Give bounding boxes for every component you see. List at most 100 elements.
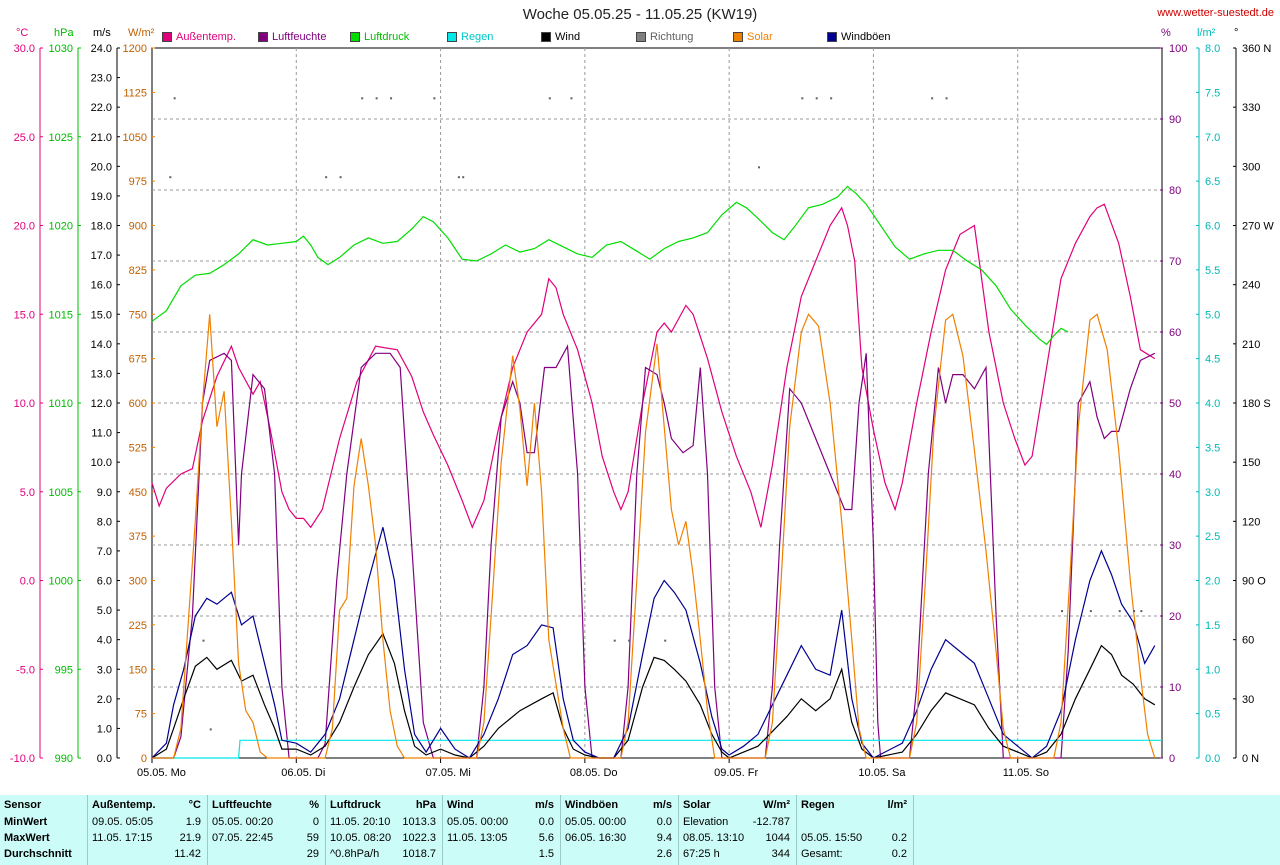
direction-dot bbox=[375, 97, 378, 100]
wind-tick-label: 7.0 bbox=[97, 546, 112, 558]
rain-tick-label: 3.5 bbox=[1205, 442, 1220, 454]
stats-row: 07.05. 22:45 59 bbox=[212, 832, 319, 846]
stats-label: 11.05. 13:05 bbox=[447, 832, 508, 844]
temp-tick-label: 20.0 bbox=[14, 221, 35, 233]
stats-row: 05.05. 00:00 0.0 bbox=[565, 816, 672, 830]
wind-tick-label: 5.0 bbox=[97, 605, 112, 617]
weekly-chart: 05.05. Mo 06.05. Di 07.05. Mi 08.05. Do 09.0… bbox=[10, 27, 1274, 779]
legend-label: Luftdruck bbox=[364, 31, 410, 43]
humidity-tick-label: 20 bbox=[1169, 611, 1181, 623]
stats-row: 11.42 bbox=[92, 848, 201, 862]
wind-unit-label: m/s bbox=[93, 27, 111, 39]
rain-tick-label: 4.5 bbox=[1205, 354, 1220, 366]
stats-column-header: Außentemp. °C bbox=[92, 799, 201, 811]
rain-tick-label: 2.5 bbox=[1205, 531, 1220, 543]
legend-item: Luftfeuchte bbox=[258, 31, 326, 43]
stats-column: Luftdruck hPa 11.05. 20:10 1013.3 10.05. 08:… bbox=[326, 795, 443, 865]
direction-dot bbox=[202, 639, 205, 642]
rain-tick-label: 0.0 bbox=[1205, 753, 1220, 765]
direction-tick-label: 120 bbox=[1242, 516, 1260, 528]
stats-row: 06.05. 16:30 9.4 bbox=[565, 832, 672, 846]
stats-column-header: Windböen m/s bbox=[565, 799, 672, 811]
stats-value: 0.0 bbox=[538, 816, 554, 828]
legend-swatch bbox=[447, 32, 457, 42]
stats-value: 59 bbox=[306, 832, 319, 844]
wind-tick-label: 24.0 bbox=[91, 43, 112, 55]
legend-item: Solar bbox=[733, 31, 773, 43]
humidity-unit-label: % bbox=[1161, 27, 1171, 39]
stats-column-header: Solar W/m² bbox=[683, 799, 790, 811]
solar-tick-label: 150 bbox=[129, 664, 147, 676]
stats-column-header: Regen l/m² bbox=[801, 799, 907, 811]
rain-tick-label: 1.0 bbox=[1205, 664, 1220, 676]
stats-label: ^0.8hPa/h bbox=[330, 848, 380, 860]
rain-tick-label: 2.0 bbox=[1205, 576, 1220, 588]
direction-tick-label: 240 bbox=[1242, 280, 1260, 292]
rain-tick-label: 8.0 bbox=[1205, 43, 1220, 55]
humidity-tick-label: 40 bbox=[1169, 469, 1181, 481]
temp-tick-label: 15.0 bbox=[14, 309, 35, 321]
stats-value: 0.2 bbox=[891, 848, 907, 860]
stats-value: -12.787 bbox=[752, 816, 790, 828]
stats-row: 05.05. 15:50 0.2 bbox=[801, 832, 907, 846]
legend-swatch bbox=[258, 32, 268, 42]
wind-tick-label: 18.0 bbox=[91, 221, 112, 233]
legend-label: Außentemp. bbox=[176, 31, 236, 43]
stats-column: Luftfeuchte% 05.05. 00:20 0 07.05. 22:45 59 2… bbox=[208, 795, 326, 865]
stats-column: Solar W/m² Elevation -12.787 08.05. 13:10 104… bbox=[679, 795, 797, 865]
wind-tick-label: 4.0 bbox=[97, 635, 112, 647]
humidity-tick-label: 90 bbox=[1169, 114, 1181, 126]
legend-label: Regen bbox=[461, 31, 494, 43]
wind-tick-label: 6.0 bbox=[97, 576, 112, 588]
solar-tick-label: 1125 bbox=[123, 87, 147, 99]
wind-tick-label: 22.0 bbox=[91, 102, 112, 114]
stats-value: 1013.3 bbox=[402, 816, 436, 828]
solar-tick-label: 525 bbox=[129, 442, 147, 454]
legend-swatch bbox=[636, 32, 646, 42]
x-tick-label: 06.05. Di bbox=[281, 767, 325, 779]
stats-value: 0.2 bbox=[891, 832, 907, 844]
direction-dot bbox=[628, 639, 631, 642]
stats-column-header: Sensor bbox=[4, 799, 42, 811]
solar-tick-label: 225 bbox=[129, 620, 147, 632]
stats-label: Durchschnitt bbox=[4, 848, 72, 860]
x-tick-label: 10.05. Sa bbox=[858, 767, 906, 779]
stats-footer: Sensor MinWert MaxWert Durchschnitt Außentem… bbox=[0, 795, 1280, 865]
series-line-Windböen bbox=[151, 527, 1156, 759]
rain-tick-label: 1.5 bbox=[1205, 620, 1220, 632]
stats-row: Gesamt: 0.2 bbox=[801, 848, 907, 862]
wind-tick-label: 2.0 bbox=[97, 694, 112, 706]
stats-row: MaxWert bbox=[4, 832, 81, 846]
solar-tick-label: 600 bbox=[129, 398, 147, 410]
stats-row: 1.5 bbox=[447, 848, 554, 862]
wind-tick-label: 1.0 bbox=[97, 723, 112, 735]
series-line-Wind bbox=[151, 632, 1156, 759]
stats-value: 29 bbox=[306, 848, 319, 860]
direction-tick-label: 180 S bbox=[1242, 398, 1271, 410]
direction-dot bbox=[758, 166, 760, 169]
stats-label: 07.05. 22:45 bbox=[212, 832, 274, 844]
stats-row: 11.05. 13:05 5.6 bbox=[447, 832, 554, 846]
legend-item: Außentemp. bbox=[162, 31, 236, 43]
stats-row: 11.05. 17:15 21.9 bbox=[92, 832, 201, 846]
x-tick-label: 07.05. Mi bbox=[426, 767, 471, 779]
stats-label: 67:25 h bbox=[683, 848, 720, 860]
stats-unit: W/m² bbox=[763, 799, 790, 811]
series-line-Luftdruck bbox=[151, 185, 1069, 346]
site-link[interactable]: www.wetter-suestedt.de bbox=[1157, 7, 1274, 19]
legend-label: Windböen bbox=[841, 31, 891, 43]
stats-label: 11.05. 17:15 bbox=[92, 832, 153, 844]
direction-tick-label: 300 bbox=[1242, 161, 1260, 173]
direction-dot bbox=[945, 97, 948, 100]
stats-unit: m/s bbox=[653, 799, 672, 811]
stats-label: 09.05. 05:05 bbox=[92, 816, 154, 828]
solar-tick-label: 900 bbox=[129, 221, 147, 233]
pressure-tick-label: 1025 bbox=[49, 132, 73, 144]
direction-tick-label: 270 W bbox=[1242, 221, 1274, 233]
solar-tick-label: 0 bbox=[141, 753, 147, 765]
stats-value: 344 bbox=[771, 848, 790, 860]
solar-tick-label: 675 bbox=[129, 354, 147, 366]
stats-row: MinWert bbox=[4, 816, 81, 830]
stats-column-header: Luftdruck hPa bbox=[330, 799, 436, 811]
stats-row bbox=[801, 816, 907, 830]
